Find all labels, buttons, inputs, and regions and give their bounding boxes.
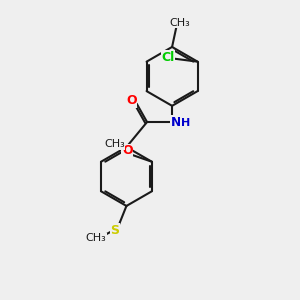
Text: S: S xyxy=(110,224,119,237)
Text: O: O xyxy=(122,144,133,158)
Text: CH₃: CH₃ xyxy=(104,139,125,149)
Text: CH₃: CH₃ xyxy=(86,233,106,243)
Text: CH₃: CH₃ xyxy=(169,18,190,28)
Text: N: N xyxy=(170,116,181,128)
Text: Cl: Cl xyxy=(161,51,175,64)
Text: O: O xyxy=(126,94,137,107)
Text: H: H xyxy=(181,118,190,128)
